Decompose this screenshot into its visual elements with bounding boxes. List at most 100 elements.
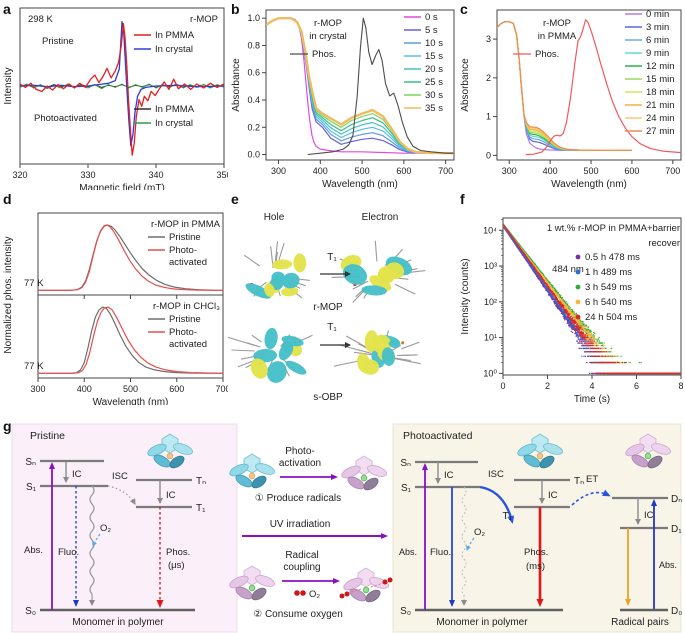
- panel-label-f: f: [460, 191, 465, 207]
- legend-dot: [575, 269, 581, 275]
- x-tick-label: 600: [169, 384, 184, 394]
- legend-label: 9 min: [646, 48, 669, 59]
- monomer-caption: Monomer in polymer: [72, 617, 164, 628]
- x-axis-label: Wavelength (nm): [322, 179, 398, 190]
- legend-label: 20 s: [425, 64, 443, 75]
- monomer-caption-2: Monomer in polymer: [436, 617, 528, 628]
- o2-label: O₂: [100, 523, 111, 534]
- y-tick-label: 1: [486, 112, 491, 122]
- legend-dot: [575, 254, 581, 260]
- legend-label: In PMMA: [155, 104, 195, 115]
- x-tick-label: 2: [545, 381, 550, 391]
- annotation: 484 nm: [552, 264, 584, 275]
- legend-label: Pristine: [169, 314, 201, 325]
- annotation: Phos.: [312, 49, 336, 60]
- legend-label: 6 h 540 ms: [585, 297, 632, 308]
- electron-label: Electron: [362, 212, 399, 223]
- orbital-cluster: [243, 241, 310, 299]
- legend-label: 24 min: [646, 113, 675, 124]
- x-axis-label: Magnetic field (mT): [79, 183, 165, 190]
- radical-pairs-caption: Radical pairs: [611, 617, 669, 628]
- y-axis-label: Normalized phos. intensity: [3, 236, 14, 353]
- y-axis-label: Intensity: [3, 67, 14, 104]
- d0-label: D₀: [671, 606, 682, 617]
- legend-label: 3 h 549 ms: [585, 282, 632, 293]
- panel-f-decay-chart: 0 2 4 6 8 Time (s) 10⁰ 10¹ 10² 10³ 10⁴ Intensity (c…: [460, 217, 684, 405]
- phos-us-label: (μs): [168, 560, 185, 571]
- step1-label: ① Produce radicals: [255, 493, 341, 504]
- x-tick-label: 400: [313, 166, 328, 176]
- photoactivated-title: Photoactivated: [403, 430, 473, 442]
- t1-label-sobp: T₁: [327, 322, 337, 333]
- orbital-cluster: [333, 330, 421, 375]
- et-arrow: [571, 489, 611, 506]
- legend-label: activated: [169, 257, 207, 268]
- legend-label: 15 s: [425, 51, 443, 62]
- legend-label: Photo-: [169, 327, 197, 338]
- panel-a-epr-chart: 320 330 340 350 Magnetic field (mT) Intensity…: [3, 7, 228, 190]
- legend-label: 6 min: [646, 35, 669, 46]
- x-axis-label: Wavelength (nm): [551, 179, 627, 190]
- legend-label: 18 min: [646, 87, 675, 98]
- coupling-label-1: Radical: [285, 550, 318, 561]
- legend-label: 3 min: [646, 22, 669, 33]
- x-tick-label: 300: [271, 166, 286, 176]
- x-tick-label: 320: [12, 170, 27, 180]
- oxygen-dot: [300, 590, 306, 596]
- abs-label-3: Abs.: [659, 560, 677, 570]
- y-tick-label: 0.4: [247, 95, 260, 105]
- x-tick-label: 700: [438, 166, 453, 176]
- panel-g-mechanism-diagram: Pristine Sₙ S₁ S₀ Abs. IC Fluo. O₂ ISC T…: [11, 423, 682, 633]
- tn-label: Tₙ: [196, 476, 206, 487]
- x-tick-label: 500: [584, 166, 599, 176]
- panel-label-c: c: [460, 1, 468, 17]
- y-axis-label: Intensity (counts): [460, 258, 471, 334]
- orbital-cluster: [331, 240, 426, 303]
- ic-label-t2: IC: [548, 490, 558, 501]
- x-tick-label: 0: [500, 381, 505, 391]
- o2-quench-arrow: [92, 533, 101, 547]
- step2-label: ② Consume oxygen: [253, 609, 343, 620]
- x-tick-label: 400: [543, 166, 558, 176]
- annotation: r-MOP: [543, 18, 571, 29]
- x-tick-label: 6: [634, 381, 639, 391]
- sn-label: Sₙ: [25, 457, 36, 468]
- annotation: r-MOP in CHCl₃: [153, 301, 220, 312]
- series-abs-27min: [497, 21, 632, 151]
- y-tick-label: 0.0: [247, 150, 260, 160]
- panel-label-d: d: [3, 191, 12, 207]
- t1-label-rmop: T₁: [327, 252, 337, 263]
- panel-e-orbitals-diagram: Hole Electron T₁ r-MOP T₁ s-OBP: [228, 212, 426, 403]
- y-tick-label: 10⁴: [483, 225, 497, 235]
- legend-label: 10 s: [425, 38, 443, 49]
- o2-quench-arrow-2: [466, 537, 475, 551]
- plot-frame: [265, 9, 455, 161]
- legend-label: Pristine: [169, 232, 201, 243]
- legend-label: 5 s: [425, 25, 438, 36]
- annotation: 298 K: [28, 14, 53, 25]
- series-photoactivated-in-pmma: [20, 84, 224, 88]
- y-axis-label: Absorbance: [460, 58, 471, 112]
- legend-label: 24 h 504 ms: [585, 312, 638, 323]
- panel-label-g: g: [3, 418, 12, 434]
- series-pristine-chcl3: [38, 306, 223, 374]
- x-tick-label: 330: [80, 170, 95, 180]
- x-tick-label: 600: [396, 166, 411, 176]
- y-tick-label: 1.0: [247, 13, 260, 23]
- s0-label: S₀: [25, 606, 36, 617]
- legend-label: 0 min: [646, 9, 669, 20]
- photoactivation-label-1: Photo-: [285, 446, 314, 457]
- photoactivation-label-2: activation: [279, 458, 321, 469]
- y-tick-label: 0.8: [247, 40, 260, 50]
- isc-arrow-2: [479, 485, 515, 524]
- series-photoactivated-chcl3: [38, 306, 223, 374]
- x-tick-label: 700: [665, 166, 680, 176]
- y-axis-label: Absorbance: [231, 58, 242, 112]
- x-tick-label: 500: [123, 384, 138, 394]
- x-axis-label: Time (s): [574, 394, 610, 405]
- x-tick-label: 400: [77, 384, 92, 394]
- orbital-clusters: [228, 240, 426, 383]
- pristine-box: [11, 423, 238, 633]
- series-pristine-in-pmma: [20, 22, 224, 156]
- rmop-label: r-MOP: [313, 302, 343, 313]
